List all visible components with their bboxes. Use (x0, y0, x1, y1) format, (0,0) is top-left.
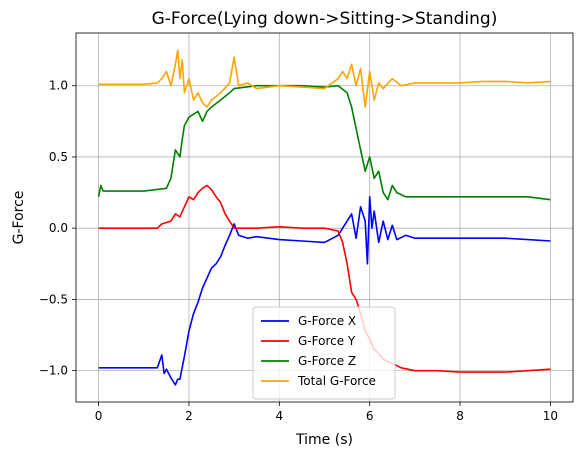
axis-ticks: 0 2 4 6 8 10 −1.0 −0.5 0.0 0.5 1.0 (39, 79, 558, 423)
x-tick-label: 6 (366, 409, 374, 423)
chart-title: G-Force(Lying down->Sitting->Standing) (152, 9, 498, 29)
y-tick-label: −0.5 (39, 292, 68, 306)
x-axis-label: Time (s) (295, 432, 353, 448)
y-axis-label: G-Force (11, 191, 27, 245)
legend-box (252, 306, 396, 400)
y-tick-label: 0.0 (49, 221, 68, 235)
y-tick-label: 0.5 (49, 150, 68, 164)
x-tick-label: 8 (456, 409, 464, 423)
y-tick-label: −1.0 (39, 364, 68, 378)
x-tick-label: 2 (185, 409, 193, 423)
legend: G-Force X G-Force Y G-Force Z Total G-Force (252, 306, 396, 400)
legend-label: G-Force Z (298, 354, 356, 368)
x-tick-label: 0 (95, 409, 103, 423)
series-line-3 (97, 84, 551, 201)
legend-label: Total G-Force (297, 374, 376, 388)
x-tick-label: 10 (543, 409, 558, 423)
legend-label: G-Force X (298, 314, 356, 328)
y-tick-label: 1.0 (49, 79, 68, 93)
plot-frame (75, 32, 574, 403)
series-line-4 (98, 49, 551, 108)
series-line-1 (98, 196, 551, 386)
x-tick-label: 4 (275, 409, 283, 423)
legend-label: G-Force Y (298, 334, 356, 348)
